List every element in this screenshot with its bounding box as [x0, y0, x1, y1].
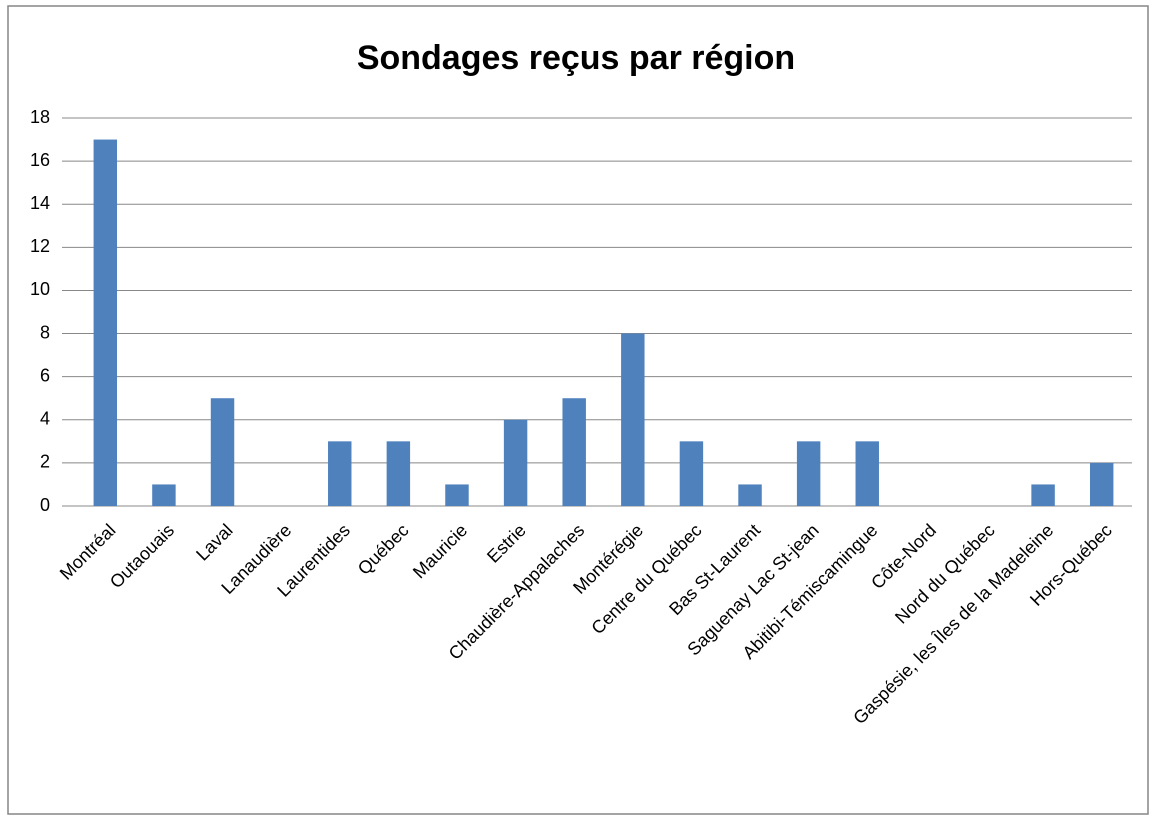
bar: [1089, 462, 1114, 506]
y-tick-label: 4: [40, 409, 50, 429]
y-tick-label: 10: [30, 279, 50, 299]
bar: [503, 419, 528, 506]
y-tick-label: 0: [40, 495, 50, 515]
bar: [855, 441, 879, 506]
y-tick-label: 16: [30, 150, 50, 170]
bar: [1031, 484, 1055, 506]
bar: [93, 139, 118, 507]
y-tick-label: 14: [30, 193, 50, 213]
y-tick-label: 6: [40, 365, 50, 385]
bar: [386, 441, 411, 506]
bar: [562, 398, 586, 506]
bar: [210, 398, 235, 506]
y-tick-label: 12: [30, 236, 50, 256]
bar: [152, 484, 176, 506]
bar: [621, 333, 645, 506]
y-tick-label: 8: [40, 322, 50, 342]
bar: [796, 441, 821, 506]
y-tick-label: 2: [40, 452, 50, 472]
chart-title: Sondages reçus par région: [357, 39, 795, 77]
y-tick-label: 18: [30, 107, 50, 127]
bar: [328, 441, 352, 506]
bar: [738, 484, 762, 506]
bar: [679, 441, 704, 506]
bar: [445, 484, 469, 506]
